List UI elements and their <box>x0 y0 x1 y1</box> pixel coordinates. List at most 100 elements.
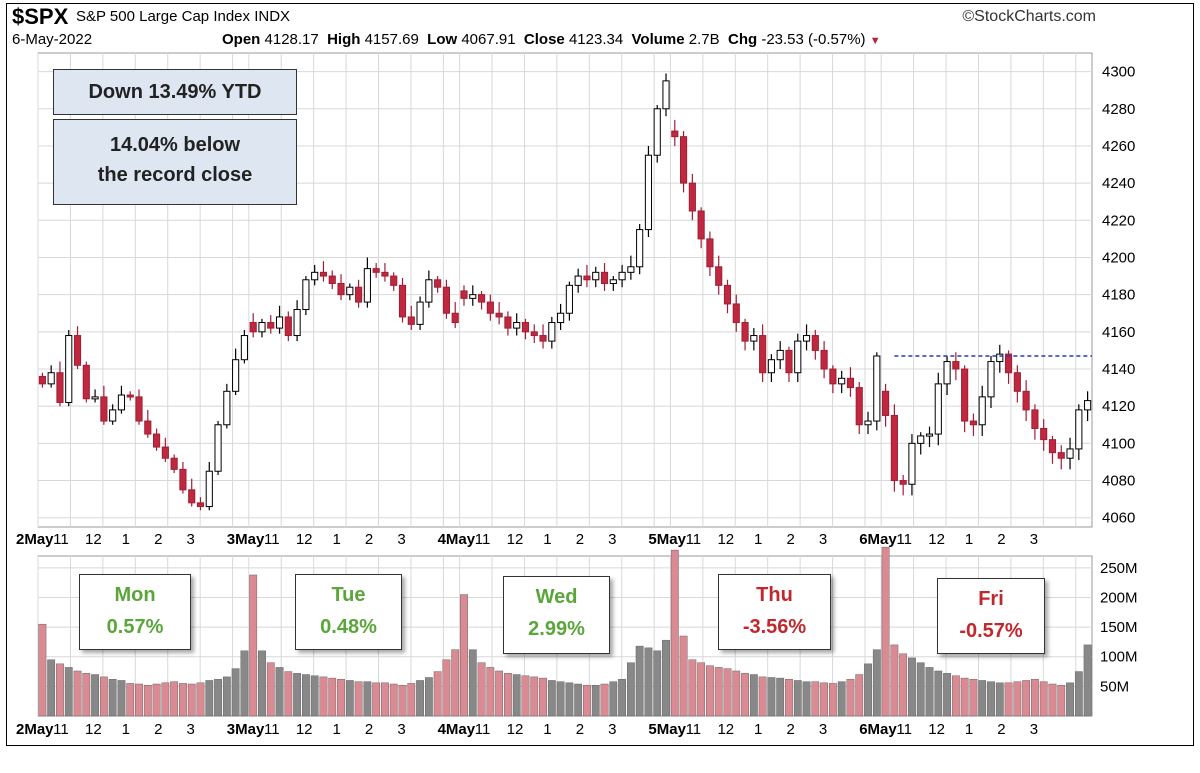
candle-body <box>697 210 705 240</box>
volume-bar <box>714 667 723 717</box>
candle-body <box>636 229 644 268</box>
candle-body <box>785 349 793 374</box>
volume-bar <box>987 681 995 717</box>
candle-body <box>284 316 292 337</box>
candle-body <box>205 470 213 508</box>
volume-bar <box>881 546 890 717</box>
volume-bar <box>1048 683 1057 717</box>
candle-body <box>978 396 986 426</box>
candle-body <box>153 433 161 448</box>
x-tick-label: 1 <box>965 721 973 738</box>
volume-value: 2.7B <box>688 31 720 48</box>
candle-body <box>1048 439 1057 454</box>
volume-tick-label: 250M <box>1100 560 1138 577</box>
candle-body <box>811 335 819 351</box>
low-value: 4067.91 <box>461 31 516 48</box>
candle-body <box>311 271 319 281</box>
candle-body <box>161 446 169 459</box>
volume-bar <box>688 659 697 717</box>
candle-body <box>732 303 740 324</box>
volume-bar <box>284 671 293 717</box>
candle-body <box>644 154 653 231</box>
candle-body <box>451 312 459 324</box>
candle-body <box>1040 427 1048 441</box>
price-tick-label: 4180 <box>1102 287 1135 304</box>
candle-body <box>917 435 925 444</box>
volume-bar <box>864 663 872 717</box>
volume-bar <box>170 681 179 717</box>
volume-bar <box>670 549 679 717</box>
x-tick-label: 3 <box>187 531 195 548</box>
day-box-wed: Wed 2.99% <box>503 576 610 654</box>
volume-bar <box>1066 682 1074 717</box>
volume-bar <box>354 681 363 717</box>
volume-bar <box>679 635 688 717</box>
candle-body <box>1022 390 1030 411</box>
candle-body <box>504 316 512 329</box>
x-tick-label: 1 <box>543 531 551 548</box>
record-line2: the record close <box>97 164 253 186</box>
candle-body <box>442 286 450 314</box>
open-value: 4128.17 <box>264 31 319 48</box>
record-line1: 14.04% below <box>109 134 241 156</box>
volume-bar <box>837 681 846 717</box>
volume-bar <box>152 683 161 717</box>
x-tick-label: 1 <box>754 721 762 738</box>
volume-bar <box>161 682 170 717</box>
volume-bar <box>1083 644 1092 717</box>
volume-bar <box>732 670 741 717</box>
candle-body <box>934 383 942 435</box>
volume-bar <box>706 665 714 717</box>
candle-body <box>477 294 486 303</box>
volume-bar <box>969 679 978 717</box>
volume-bar <box>319 676 328 717</box>
candle-body <box>73 335 82 366</box>
volume-bar <box>934 670 943 717</box>
price-tick-label: 4120 <box>1102 398 1135 415</box>
x-tick-label: 2 <box>786 531 794 548</box>
chg-label: Chg <box>727 31 758 48</box>
volume-bar <box>749 674 758 717</box>
candle-body <box>706 238 714 268</box>
volume-label: Volume <box>631 31 685 48</box>
x-tick-label: 6May <box>859 531 897 548</box>
x-tick-label: 2 <box>576 721 584 738</box>
record-annotation: 14.04% below the record close <box>53 119 297 205</box>
x-tick-label: 11 <box>896 531 912 548</box>
x-tick-label: 3 <box>1030 721 1038 738</box>
candle-body <box>38 375 46 385</box>
volume-bar <box>802 681 811 717</box>
quote-summary: Open 4128.17 High 4157.69 Low 4067.91 Cl… <box>222 31 881 48</box>
volume-bar <box>591 684 600 717</box>
volume-bar <box>793 680 802 717</box>
volume-bar <box>372 682 381 717</box>
volume-bar <box>240 650 249 717</box>
volume-bar <box>205 680 214 717</box>
candle-body <box>486 301 494 314</box>
volume-bar <box>899 653 908 717</box>
volume-bar <box>741 673 749 717</box>
day-change: -3.56% <box>742 616 807 638</box>
candle-body <box>100 396 108 422</box>
volume-bar <box>381 682 389 717</box>
chg-value: -23.53 (-0.57%) <box>761 31 866 48</box>
volume-bar <box>978 680 987 717</box>
candle-body <box>267 322 275 329</box>
candle-body <box>346 286 354 296</box>
volume-bar <box>547 680 556 717</box>
candle-body <box>91 396 99 400</box>
volume-bar <box>504 673 512 717</box>
volume-bar <box>1031 679 1039 717</box>
price-tick-label: 4100 <box>1102 435 1135 452</box>
candle-body <box>899 480 907 485</box>
candle-body <box>337 282 345 296</box>
x-tick-label: 3May <box>227 531 265 548</box>
volume-bar <box>916 662 925 717</box>
volume-bar <box>187 683 196 717</box>
exchange-label: INDX <box>254 8 291 25</box>
price-tick-label: 4200 <box>1102 249 1135 266</box>
candle-body <box>961 368 969 422</box>
volume-bar <box>416 680 424 717</box>
volume-bar <box>785 679 793 717</box>
volume-bar <box>662 639 670 717</box>
